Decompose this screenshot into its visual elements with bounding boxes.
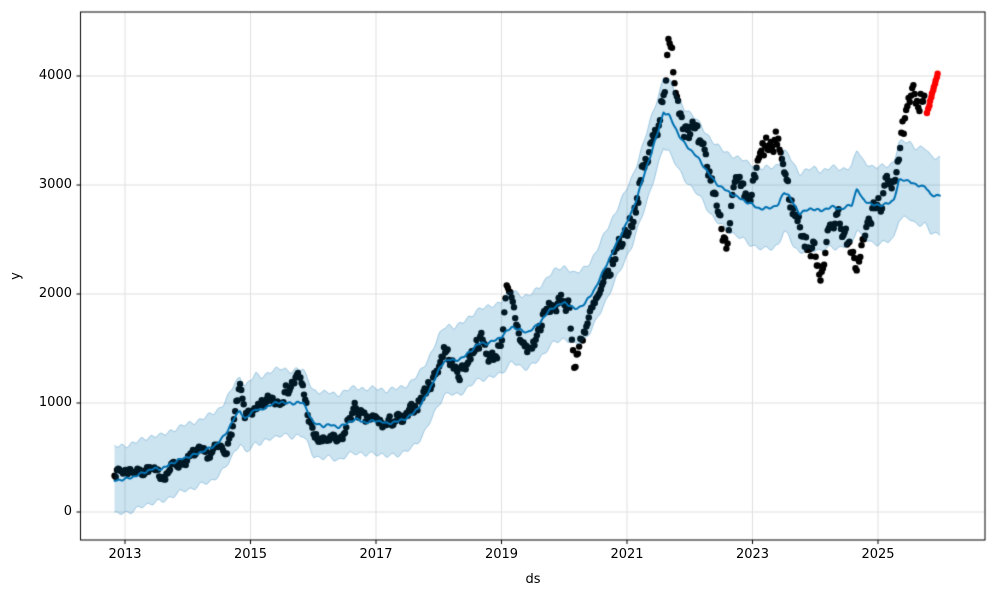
x-tick-label-2019: 2019 bbox=[484, 547, 519, 562]
x-tick-label-2025: 2025 bbox=[861, 547, 895, 562]
y-tick-label-1000: 1000 bbox=[38, 395, 72, 410]
y-tick-label-4000: 4000 bbox=[38, 68, 72, 83]
x-tick-label-2013: 2013 bbox=[108, 547, 142, 562]
x-tick-label-2023: 2023 bbox=[735, 547, 770, 562]
x-tick-label-2015: 2015 bbox=[233, 547, 268, 562]
y-tick-label-2000: 2000 bbox=[38, 286, 72, 301]
y-axis-label: y bbox=[8, 272, 24, 280]
x-tick-label-2017: 2017 bbox=[359, 547, 393, 562]
x-axis-label: ds bbox=[525, 572, 541, 587]
x-tick-label-2021: 2021 bbox=[610, 547, 644, 562]
y-tick-label-3000: 3000 bbox=[38, 177, 72, 192]
y-tick-label-0: 0 bbox=[63, 504, 72, 519]
